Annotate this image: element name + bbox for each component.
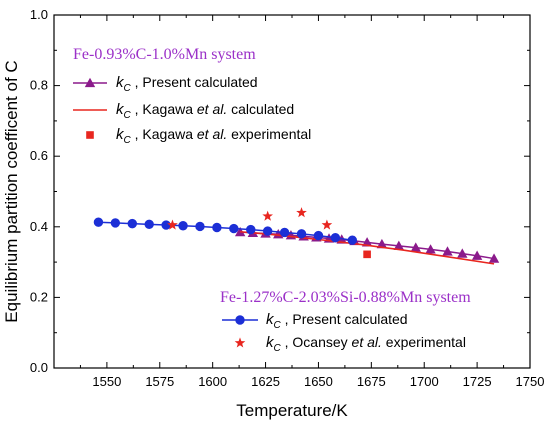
y-tick-label: 0.8: [30, 78, 48, 93]
x-tick-label: 1725: [463, 374, 492, 389]
legends: Fe-0.93%C-1.0%Mn system kC , Present calc…: [73, 46, 471, 354]
triangle-point: [376, 238, 388, 249]
legend-group-1: Fe-1.27%C-2.03%Si-0.88%Mn system kC , Pre…: [220, 289, 471, 354]
x-tick-label: 1575: [145, 374, 174, 389]
circle-point: [144, 219, 154, 230]
triangle-point: [410, 242, 421, 252]
legend-entry: kC , Kagawa et al. calculated: [73, 101, 294, 121]
legend-entry: kC , Ocansey et al. experimental: [234, 334, 466, 354]
circle-point: [212, 222, 222, 233]
star-point: [262, 210, 273, 221]
star-point: [321, 219, 333, 230]
star-point: [296, 207, 307, 218]
x-tick-label: 1650: [304, 374, 333, 389]
circle-point: [246, 224, 256, 235]
series-1: [240, 230, 495, 265]
y-tick-label: 1.0: [30, 7, 48, 22]
circle-point: [279, 227, 290, 238]
triangle-point: [471, 250, 483, 260]
star-point: [167, 219, 178, 230]
legend-label: kC , Kagawa et al. experimental: [116, 126, 311, 146]
circle-point: [262, 226, 273, 236]
legend-entry: kC , Present calculated: [222, 311, 408, 331]
circle-point: [178, 221, 188, 231]
square-point: [86, 131, 94, 139]
triangle-point: [84, 77, 96, 88]
circle-point: [296, 229, 307, 239]
star-point: [234, 337, 246, 348]
legend-label: kC , Ocansey et al. experimental: [266, 334, 466, 354]
legend-label: kC , Present calculated: [266, 311, 408, 331]
legend-entry: kC , Present calculated: [73, 74, 258, 94]
series-line: [240, 230, 495, 265]
legend-entry: kC , Kagawa et al. experimental: [86, 126, 311, 146]
legend-system-title: Fe-1.27%C-2.03%Si-0.88%Mn system: [220, 289, 471, 306]
circle-point: [229, 223, 239, 234]
x-tick-label: 1750: [516, 374, 545, 389]
y-tick-label: 0.6: [30, 148, 48, 163]
x-tick-label: 1600: [198, 374, 227, 389]
circle-point: [110, 218, 121, 228]
y-tick-label: 0.2: [30, 289, 48, 304]
circle-point: [313, 230, 324, 241]
triangle-point: [425, 244, 436, 254]
x-tick-label: 1550: [92, 374, 121, 389]
legend-group-0: Fe-0.93%C-1.0%Mn system kC , Present calc…: [73, 46, 311, 146]
series-line: [98, 221, 353, 241]
y-axis-label: Equilibrium partition coefficent of C: [2, 60, 21, 322]
triangle-point: [488, 253, 500, 263]
square-point: [363, 250, 371, 259]
y-tick-label: 0.0: [30, 360, 48, 375]
y-tick-label: 0.4: [30, 219, 48, 234]
legend-label: kC , Kagawa et al. calculated: [116, 101, 294, 121]
circle-point: [93, 217, 104, 227]
circle-point: [195, 221, 205, 232]
x-tick-label: 1625: [251, 374, 280, 389]
plot-area: [93, 207, 500, 265]
circle-point: [347, 235, 357, 245]
series-2: [363, 250, 371, 259]
triangle-point: [442, 246, 453, 256]
triangle-point: [234, 226, 246, 237]
triangle-point: [457, 248, 468, 258]
legend-label: kC , Present calculated: [116, 74, 258, 94]
x-tick-label: 1700: [410, 374, 439, 389]
series-4: [167, 207, 333, 230]
circle-point: [235, 315, 245, 325]
x-axis-label: Temperature/K: [236, 401, 348, 420]
axes: 1550 1575 1600 1625 1650 1675 1700 1725 1750 0.0 0…: [30, 7, 545, 389]
circle-point: [161, 220, 171, 230]
circle-point: [127, 218, 137, 229]
legend-system-title: Fe-0.93%C-1.0%Mn system: [73, 46, 256, 63]
triangle-point: [393, 240, 405, 251]
circle-point: [330, 233, 341, 243]
series-3: [93, 217, 357, 245]
x-tick-label: 1675: [357, 374, 386, 389]
